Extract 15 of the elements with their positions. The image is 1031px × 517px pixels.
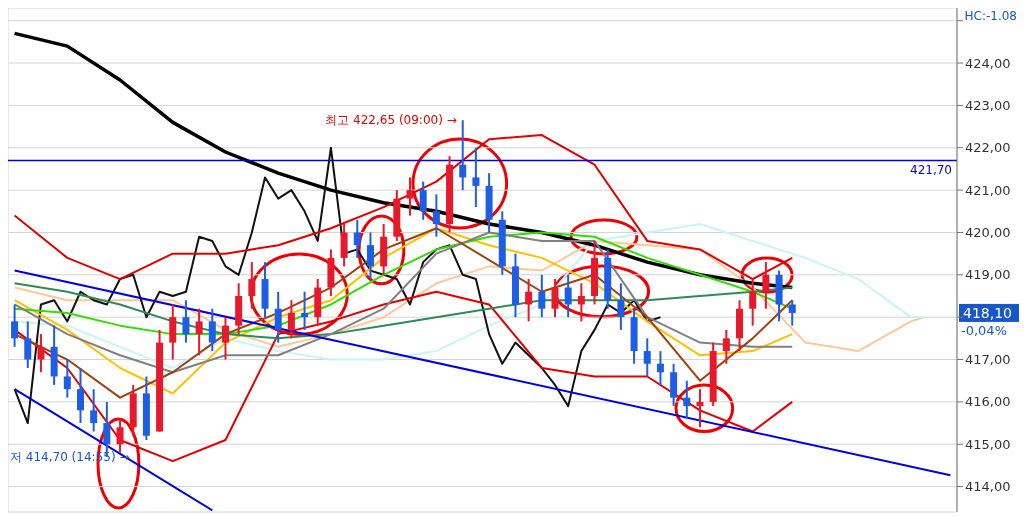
y-tick-label: 416,00 (965, 394, 1011, 410)
text: HC:-1.08 (964, 9, 1017, 23)
y-tick-label: 417,00 (965, 352, 1011, 368)
y-tick-label: 414,00 (965, 479, 1011, 495)
y-tick-label: 415,00 (965, 436, 1011, 452)
y-tick-label: 422,00 (965, 140, 1011, 156)
ref-line-label: 421,70 (910, 162, 952, 177)
y-tick-label: 421,00 (965, 182, 1011, 198)
y-tick-label: 424,00 (965, 55, 1011, 71)
y-tick-label: 423,00 (965, 98, 1011, 114)
annotation: 최고 422,65 (09:00) → (325, 113, 457, 128)
text: -0,04% (961, 322, 1007, 338)
text: 418,10 (963, 304, 1012, 321)
y-tick-label: 419,00 (965, 267, 1011, 283)
y-tick-label: 420,00 (965, 225, 1011, 241)
